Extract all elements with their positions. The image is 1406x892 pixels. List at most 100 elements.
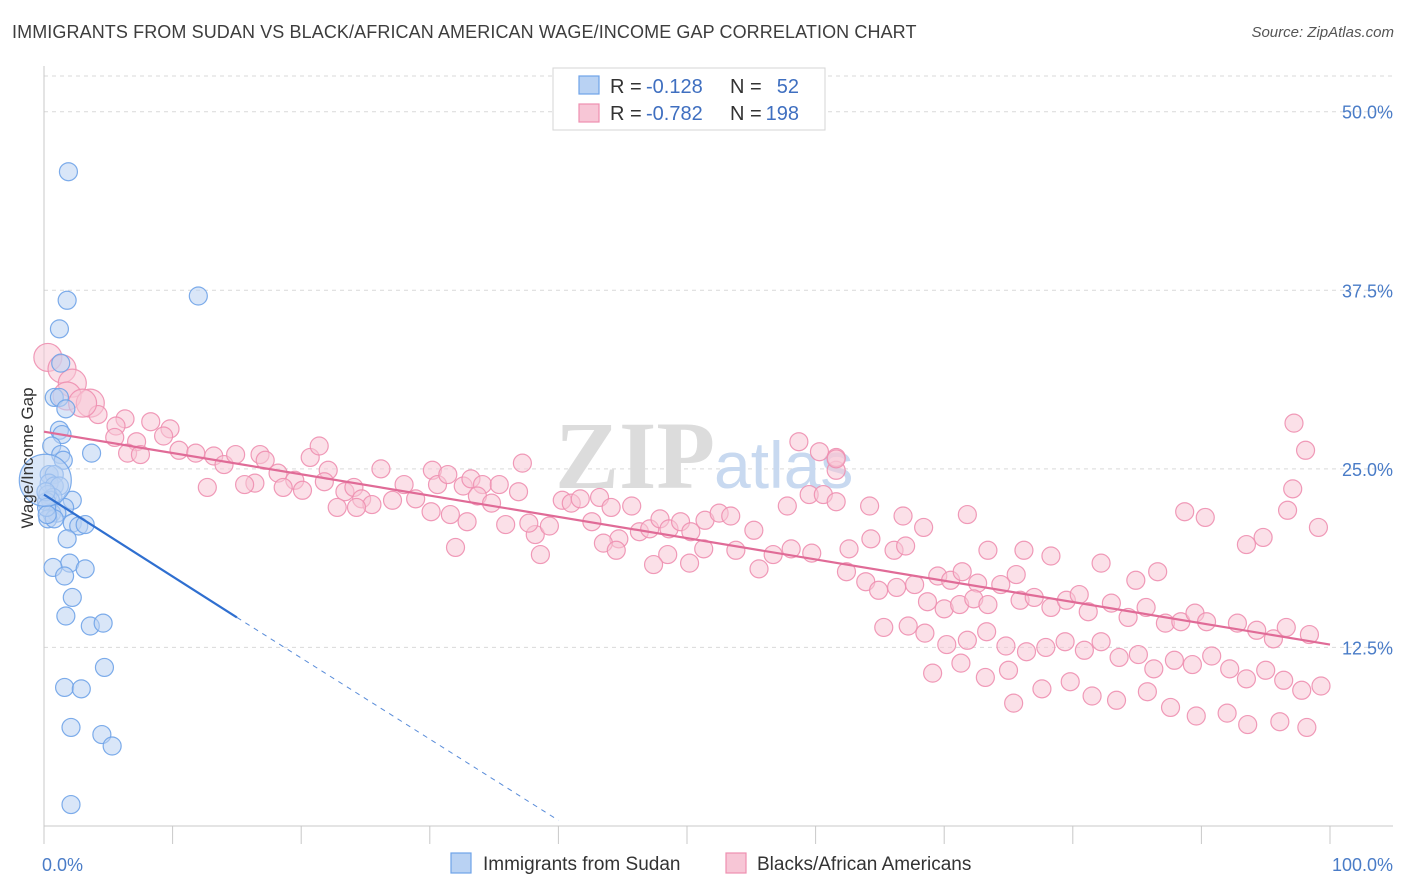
black-point-144: [957, 630, 977, 650]
black-point-141: [874, 617, 894, 638]
chart-title: IMMIGRANTS FROM SUDAN VS BLACK/AFRICAN A…: [12, 22, 917, 42]
sudan-point-47: [61, 794, 81, 815]
black-point-189: [1148, 562, 1168, 582]
black-point-166: [975, 667, 995, 688]
sudan-point-46: [102, 736, 122, 756]
black-point-40: [394, 474, 414, 495]
black-point-56: [496, 514, 516, 535]
black-point-108: [869, 580, 889, 600]
black-point-14: [169, 440, 189, 460]
y-tick-label-0: 12.5%: [1342, 638, 1393, 658]
sudan-point-36: [54, 566, 75, 586]
black-point-153: [1128, 644, 1148, 665]
legend-label-sudan: Immigrants from Sudan: [483, 854, 680, 875]
black-point-70: [622, 496, 642, 516]
grid-lines: [44, 75, 1393, 648]
legend-label-black: Blacks/African Americans: [757, 854, 971, 875]
black-point-29: [197, 477, 217, 498]
black-point-41: [327, 497, 347, 518]
black-point-188: [1175, 502, 1195, 522]
sudan-point-40: [93, 613, 113, 633]
black-point-30: [235, 474, 255, 495]
black-point-95: [789, 432, 809, 452]
sudan-point-38: [56, 606, 76, 626]
black-point-19: [226, 444, 246, 465]
black-point-134: [1196, 612, 1217, 632]
black-point-156: [1182, 654, 1202, 675]
sudan-point-43: [71, 679, 91, 699]
x-tick-label-min: 0.0%: [42, 855, 83, 875]
black-point-116: [1006, 564, 1026, 585]
black-point-138: [1276, 617, 1296, 638]
black-point-13: [153, 426, 174, 446]
black-point-195: [957, 504, 977, 525]
series-immigrants-from-sudan: [18, 162, 208, 815]
black-point-184: [1253, 527, 1273, 548]
black-point-31: [273, 477, 293, 498]
black-point-175: [1217, 703, 1237, 723]
black-point-178: [1297, 717, 1317, 738]
black-point-54: [440, 504, 460, 525]
stats-legend-swatch-black: [578, 103, 600, 123]
stats-n-label-sudan: N =: [730, 76, 762, 98]
black-point-148: [1036, 637, 1056, 658]
black-point-165: [951, 653, 971, 673]
sudan-point-42: [54, 677, 75, 698]
black-point-150: [1074, 640, 1094, 660]
black-point-69: [601, 497, 621, 518]
black-point-96: [809, 442, 830, 462]
black-point-50: [489, 474, 509, 495]
black-point-167: [998, 660, 1019, 680]
black-point-192: [1041, 546, 1061, 566]
trend-line-sudan-extension: [236, 617, 559, 821]
black-point-121: [978, 594, 998, 615]
black-point-46: [438, 464, 458, 485]
black-point-127: [1078, 602, 1098, 622]
black-point-172: [1137, 682, 1157, 702]
series-blacks-african-americans: [33, 342, 1331, 738]
black-point-79: [681, 522, 701, 542]
stats-r-label-black: R =: [610, 103, 642, 125]
black-point-26: [309, 436, 329, 456]
black-point-182: [1283, 479, 1303, 499]
black-point-196: [914, 517, 934, 538]
y-tick-label-2: 37.5%: [1342, 281, 1393, 301]
sudan-point-2: [57, 290, 77, 310]
black-point-164: [923, 663, 943, 683]
sudan-point-4: [51, 353, 71, 373]
legend-swatch-sudan: [450, 852, 472, 874]
black-point-177: [1270, 712, 1290, 732]
black-point-174: [1186, 706, 1206, 726]
sudan-point-50: [37, 504, 57, 525]
black-point-9: [141, 412, 161, 432]
sudan-point-32: [57, 529, 77, 549]
black-point-187: [1195, 507, 1215, 528]
black-point-140: [898, 616, 918, 636]
black-point-88: [744, 520, 764, 540]
black-point-61: [519, 513, 539, 533]
black-point-158: [1220, 659, 1240, 679]
black-point-39: [382, 490, 403, 510]
black-point-63: [530, 544, 550, 565]
source-label: Source: ZipAtlas.com: [1251, 24, 1394, 41]
stats-r-label-sudan: R =: [610, 76, 642, 98]
black-point-151: [1091, 632, 1111, 652]
x-tick-labels: 0.0% 100.0%: [42, 855, 1393, 875]
black-point-106: [836, 562, 857, 582]
stats-r-value-sudan: -0.128: [646, 76, 703, 98]
black-point-84: [658, 544, 678, 565]
sudan-point-44: [61, 717, 81, 738]
black-point-193: [1014, 540, 1034, 560]
black-point-86: [726, 540, 746, 560]
sudan-point-41: [94, 657, 115, 678]
black-point-58: [508, 482, 529, 502]
sudan-point-0: [58, 162, 79, 182]
black-point-62: [539, 516, 559, 536]
y-tick-label-1: 25.0%: [1342, 460, 1393, 480]
black-point-190: [1126, 570, 1146, 590]
black-point-105: [896, 536, 916, 556]
black-point-186: [1308, 517, 1329, 538]
sudan-point-7: [56, 399, 76, 419]
black-point-191: [1091, 553, 1111, 573]
